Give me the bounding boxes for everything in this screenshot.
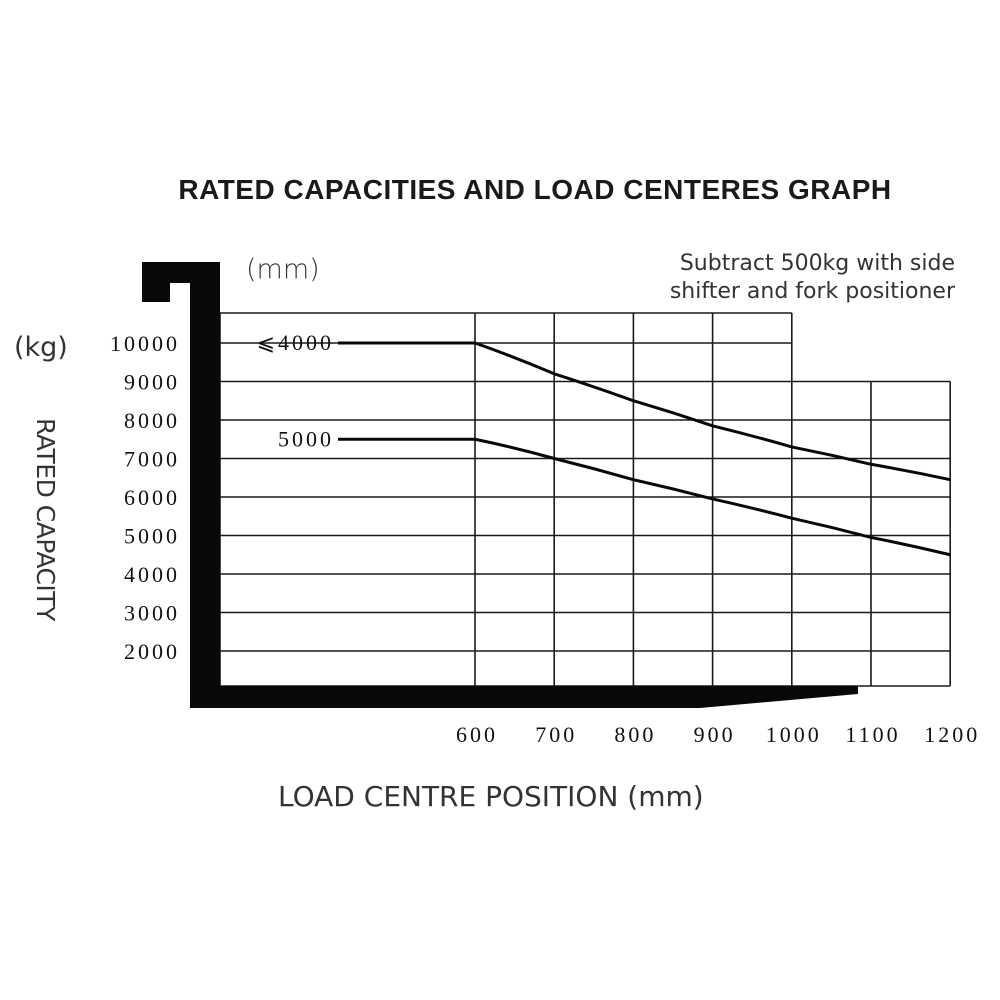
x-tick-label: 700 <box>535 722 577 747</box>
x-axis-ticks: 600 700 800 900 1000 1100 1200 <box>456 722 980 747</box>
y-tick-label: 3000 <box>124 601 180 626</box>
label-5000: 5000 <box>278 426 334 451</box>
grid-lines <box>219 312 952 687</box>
x-tick-label: 1100 <box>845 722 900 747</box>
forklift-fork-icon <box>142 262 858 708</box>
x-tick-label: 1000 <box>766 722 822 747</box>
y-tick-label: 7000 <box>124 447 180 472</box>
y-tick-label: 6000 <box>124 485 180 510</box>
y-axis-ticks: 10000 9000 8000 7000 6000 5000 4000 3000 2000 <box>110 331 180 664</box>
y-tick-label: 2000 <box>124 639 180 664</box>
x-tick-label: 1200 <box>924 722 980 747</box>
series-labels: ⩽4000 5000 <box>257 330 334 451</box>
side-shifter-note: Subtract 500kg with side shifter and for… <box>600 250 955 306</box>
note-line-2: shifter and fork positioner <box>669 279 955 304</box>
capacity-unit: (kg) <box>14 332 68 363</box>
chart-title: RATED CAPACITIES AND LOAD CENTERES GRAPH <box>178 174 892 205</box>
capacity-curves <box>338 341 951 557</box>
curve-lower <box>338 437 951 557</box>
x-axis-label: LOAD CENTRE POSITION (mm) <box>278 780 704 813</box>
y-tick-label: 8000 <box>124 408 180 433</box>
x-tick-label: 900 <box>694 722 736 747</box>
mast-height-unit: (mm) <box>246 254 320 285</box>
x-tick-label: 800 <box>614 722 656 747</box>
y-tick-label: 4000 <box>124 562 180 587</box>
y-tick-label: 10000 <box>110 331 180 356</box>
fork-shape <box>142 262 858 708</box>
curve-upper <box>338 341 951 482</box>
y-tick-label: 9000 <box>124 370 180 395</box>
x-tick-label: 600 <box>456 722 498 747</box>
y-tick-label: 5000 <box>124 524 180 549</box>
note-line-1: Subtract 500kg with side <box>679 251 955 276</box>
label-4000: ⩽4000 <box>257 330 334 355</box>
